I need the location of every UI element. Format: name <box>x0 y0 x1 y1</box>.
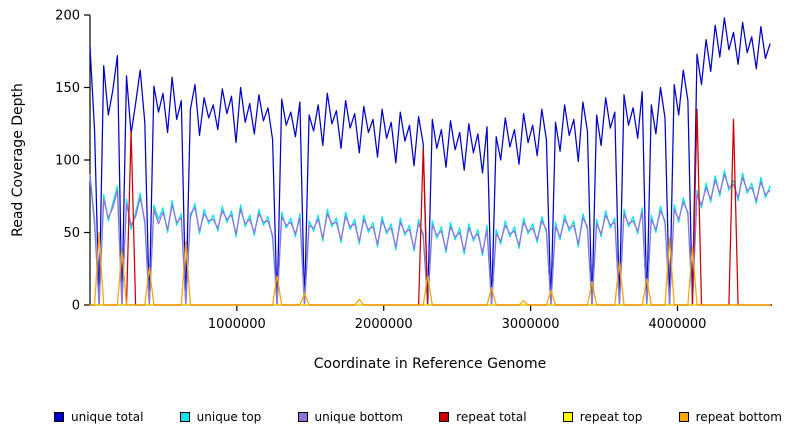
legend-label: repeat total <box>456 410 527 424</box>
legend-label: repeat top <box>579 410 643 424</box>
y-tick-label: 150 <box>55 81 80 96</box>
legend-label: unique bottom <box>314 410 403 424</box>
legend-label: unique total <box>71 410 144 424</box>
legend-swatch-unique-top <box>179 412 190 422</box>
legend-label: repeat bottom <box>695 410 782 424</box>
x-tick-label: 4000000 <box>649 317 707 332</box>
x-axis-title: Coordinate in Reference Genome <box>314 356 547 372</box>
legend-swatch-repeat-total <box>439 412 450 422</box>
series-line-repeat-bottom <box>89 231 771 306</box>
x-tick-label: 1000000 <box>208 317 266 332</box>
legend-swatch-repeat-top <box>562 412 573 422</box>
legend-label: unique top <box>196 410 262 424</box>
legend-item-repeat-total: repeat total <box>439 410 527 424</box>
legend-swatch-repeat-bottom <box>678 412 689 422</box>
series-line-unique-bottom <box>89 173 771 306</box>
y-tick-label: 0 <box>72 299 80 314</box>
legend-item-repeat-top: repeat top <box>562 410 643 424</box>
y-axis-title: Read Coverage Depth <box>10 83 26 237</box>
y-tick-label: 100 <box>55 154 80 169</box>
legend-swatch-unique-bottom <box>297 412 308 422</box>
legend-item-unique-bottom: unique bottom <box>297 410 403 424</box>
legend-swatch-unique-total <box>54 412 64 422</box>
legend-item-unique-total: unique total <box>54 410 143 424</box>
series-line-unique-total <box>89 17 771 306</box>
legend: unique total unique top unique bottom repea… <box>54 410 782 424</box>
x-tick-label: 2000000 <box>355 317 413 332</box>
y-tick-label: 200 <box>55 9 80 24</box>
coverage-plot: Read Coverage Depth Coordinate in Refere… <box>10 9 772 372</box>
y-tick-label: 50 <box>63 226 80 241</box>
legend-item-repeat-bottom: repeat bottom <box>678 410 782 424</box>
legend-item-unique-top: unique top <box>179 410 262 424</box>
x-tick-label: 3000000 <box>502 317 560 332</box>
